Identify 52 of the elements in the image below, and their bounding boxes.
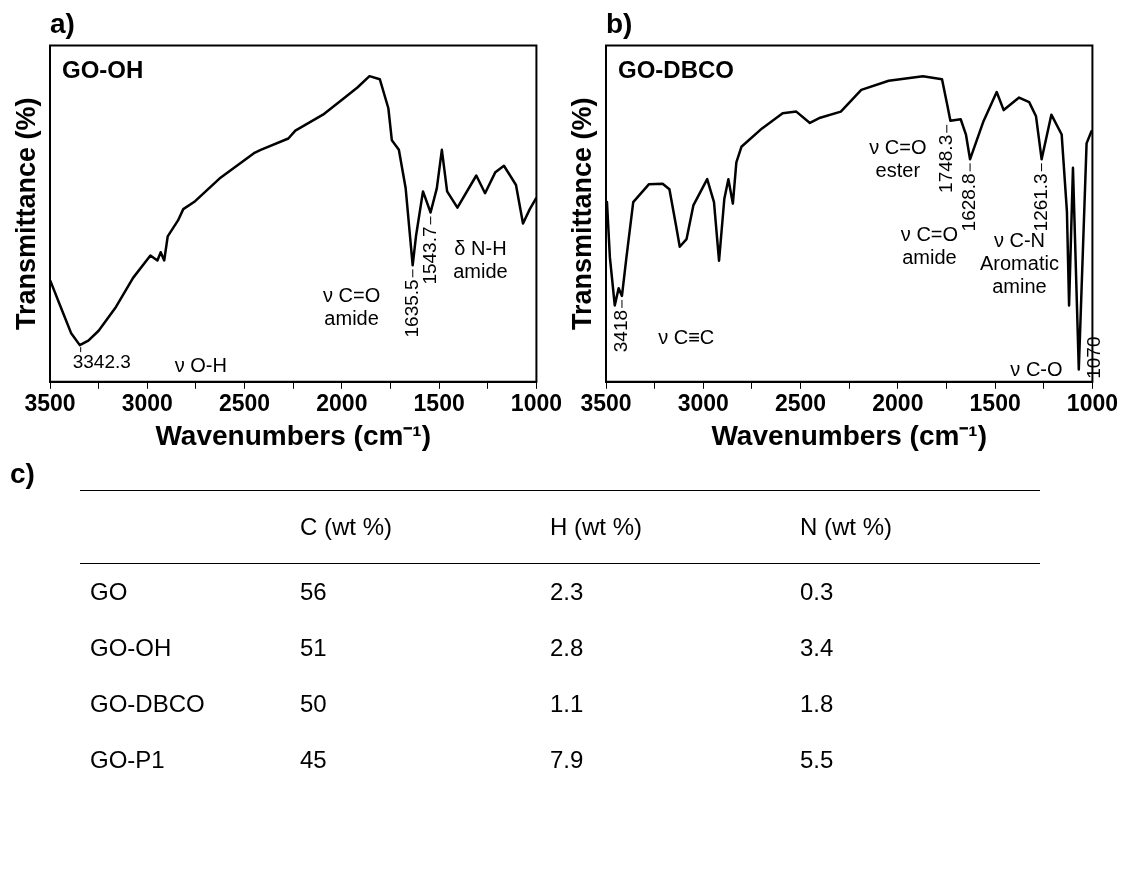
y-tick-label: GO-DBCO (89, 689, 206, 719)
y-tick-label: GO (89, 577, 129, 607)
annotation: ν C=O ester (869, 135, 927, 181)
y-tick-label: GO-P1 (89, 745, 166, 775)
annotation: ν O-H (174, 354, 227, 377)
annotation: ν C=O amide (322, 283, 381, 329)
annotation: 1748.3 (935, 134, 957, 193)
data-label: 56 (299, 577, 328, 607)
chart-title: b) (606, 7, 633, 39)
x-tick-label: C (wt %) (299, 512, 393, 542)
data-label: 2.3 (549, 577, 585, 607)
data-label: 7.9 (549, 745, 585, 775)
x-tick-label: 1000 (510, 389, 562, 416)
text: GO-DBCO (618, 56, 734, 84)
annotation: ν C=O amide (900, 223, 959, 269)
x-tick-label: 3500 (24, 389, 76, 416)
x-tick-label: 2000 (872, 389, 924, 416)
x-tick-label: 3000 (121, 389, 173, 416)
x-tick-label: 2500 (774, 389, 827, 416)
x-tick-label: 3500 (580, 389, 632, 416)
x-tick-label: 1500 (413, 389, 465, 416)
annotation: δ N-H amide (453, 236, 508, 282)
x-tick-label: N (wt %) (799, 512, 893, 542)
data-label: 2.8 (549, 633, 585, 663)
chart-title: a) (50, 7, 75, 39)
x-tick-label: 2500 (218, 389, 271, 416)
text: GO-OH (62, 56, 144, 84)
x-axis-title: Wavenumbers (cm⁻¹) (155, 419, 431, 451)
annotation: 3342.3 (72, 350, 131, 372)
x-tick-label: 3000 (677, 389, 729, 416)
x-axis-title: Wavenumbers (cm⁻¹) (711, 419, 987, 451)
y-axis-title: Transmittance (%) (11, 97, 42, 330)
x-tick-label: 1500 (969, 389, 1021, 416)
x-tick-label: 1000 (1066, 389, 1118, 416)
data-label: 45 (299, 745, 328, 775)
data-label: 0.3 (799, 577, 835, 607)
annotation: 1261.3 (1029, 173, 1051, 232)
data-label: 3.4 (799, 633, 835, 663)
data-label: 1.1 (549, 689, 585, 719)
annotation: ν C≡C (658, 325, 715, 348)
y-tick-label: GO-OH (89, 633, 173, 663)
chart-title: c) (10, 458, 36, 490)
data-label: 1.8 (799, 689, 835, 719)
data-label: 50 (299, 689, 328, 719)
y-axis-title: Transmittance (%) (567, 97, 598, 330)
annotation: 3418 (610, 309, 632, 353)
annotation: 1628.8 (958, 173, 980, 232)
annotation: ν C-O (1010, 357, 1063, 380)
data-label: 51 (299, 633, 328, 663)
x-tick-label: H (wt %) (549, 512, 643, 542)
x-tick-label: 2000 (316, 389, 368, 416)
data-label: 5.5 (799, 745, 835, 775)
